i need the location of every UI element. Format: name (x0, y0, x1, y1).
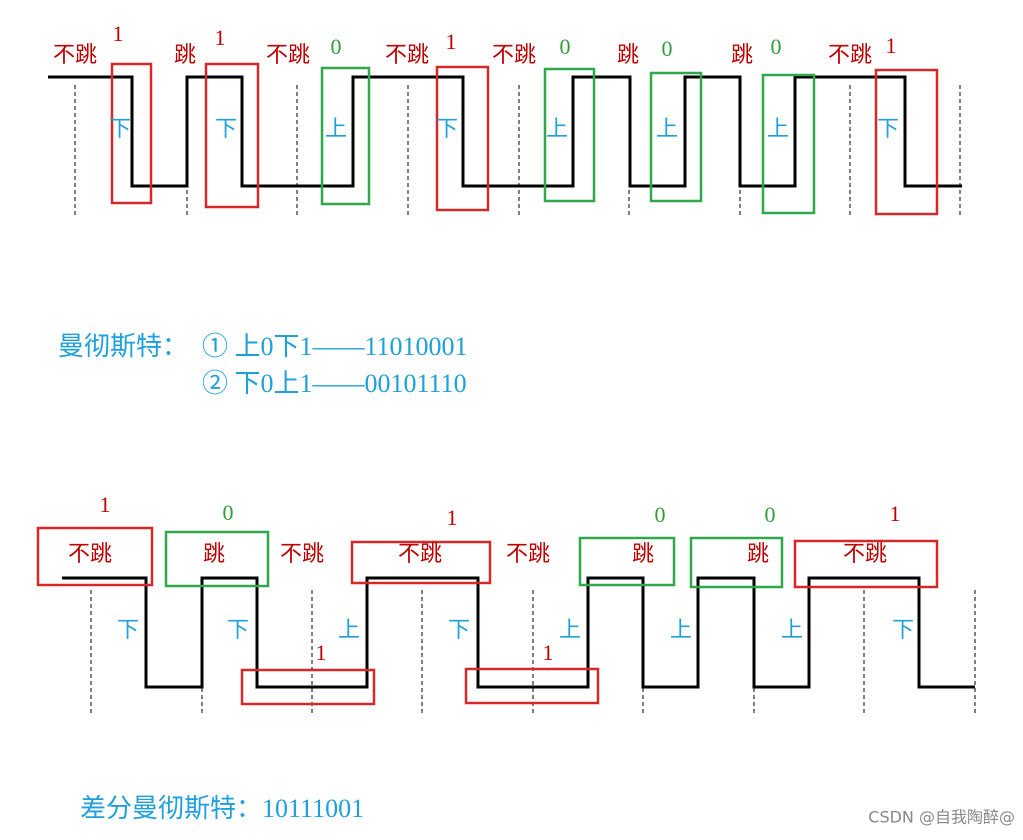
bit-box (649, 71, 703, 203)
direction-label: 上 (338, 617, 360, 642)
transition-label: 跳 (617, 42, 639, 67)
bit-box (164, 530, 270, 588)
manchester-rule: ① 上0下1——11010001 (202, 332, 468, 361)
transition-label: 不跳 (492, 42, 536, 67)
transition-label: 0 (223, 500, 234, 525)
transition-label: 不跳 (266, 42, 310, 67)
direction-label: 下 (117, 617, 139, 642)
bit-box (464, 667, 600, 705)
transition-label: 1 (447, 505, 458, 530)
transition-label: 不跳 (843, 541, 887, 566)
transition-label: 不跳 (506, 541, 550, 566)
direction-label: 上 (656, 116, 678, 141)
bit-box (204, 62, 260, 209)
bit-box (761, 73, 816, 215)
transition-label: 0 (771, 34, 782, 59)
bit-box (578, 536, 676, 587)
transition-label: 0 (331, 34, 342, 59)
watermark: CSDN @自我陶醉@ (868, 808, 1015, 827)
direction-label: 下 (227, 617, 249, 642)
low-label: 1 (543, 640, 554, 665)
bit-box (320, 66, 371, 206)
low-label: 1 (316, 640, 327, 665)
direction-label: 上 (767, 116, 789, 141)
diff-manchester-result: 差分曼彻斯特：10111001 (80, 794, 364, 823)
transition-label: 1 (215, 25, 226, 50)
manchester-wave (48, 75, 962, 188)
direction-label: 下 (448, 617, 470, 642)
transition-label: 不跳 (828, 42, 872, 67)
transition-label: 跳 (203, 541, 225, 566)
transition-label: 不跳 (398, 541, 442, 566)
transition-label: 1 (890, 501, 901, 526)
direction-label: 下 (109, 116, 131, 141)
bit-box (350, 540, 492, 585)
transition-label: 0 (655, 502, 666, 527)
transition-label: 不跳 (385, 42, 429, 67)
manchester-title: 曼彻斯特： (58, 332, 188, 361)
bit-box (689, 536, 784, 589)
direction-label: 下 (215, 116, 237, 141)
direction-label: 上 (670, 617, 692, 642)
transition-label: 跳 (174, 42, 196, 67)
bit-box (793, 539, 939, 589)
transition-label: 跳 (731, 42, 753, 67)
bit-box (435, 65, 490, 212)
direction-label: 上 (781, 617, 803, 642)
direction-label: 下 (892, 617, 914, 642)
direction-label: 上 (559, 617, 581, 642)
direction-label: 下 (436, 116, 458, 141)
bit-box (874, 68, 939, 216)
bit-box (240, 668, 376, 706)
manchester-rule: ② 下0上1——00101110 (202, 369, 467, 398)
direction-label: 下 (877, 116, 899, 141)
transition-label: 1 (446, 29, 457, 54)
diff-manchester-wave (62, 576, 975, 689)
transition-label: 不跳 (53, 42, 97, 67)
transition-label: 1 (100, 492, 111, 517)
direction-label: 上 (325, 116, 347, 141)
direction-label: 上 (546, 116, 568, 141)
bit-box (36, 526, 154, 587)
transition-label: 不跳 (68, 541, 112, 566)
transition-label: 0 (662, 36, 673, 61)
transition-label: 跳 (632, 541, 654, 566)
bit-box (543, 67, 596, 203)
transition-label: 1 (113, 21, 124, 46)
transition-label: 0 (560, 34, 571, 59)
transition-label: 1 (886, 33, 897, 58)
bit-box (110, 62, 153, 205)
transition-label: 不跳 (280, 541, 324, 566)
transition-label: 跳 (747, 541, 769, 566)
transition-label: 0 (765, 502, 776, 527)
